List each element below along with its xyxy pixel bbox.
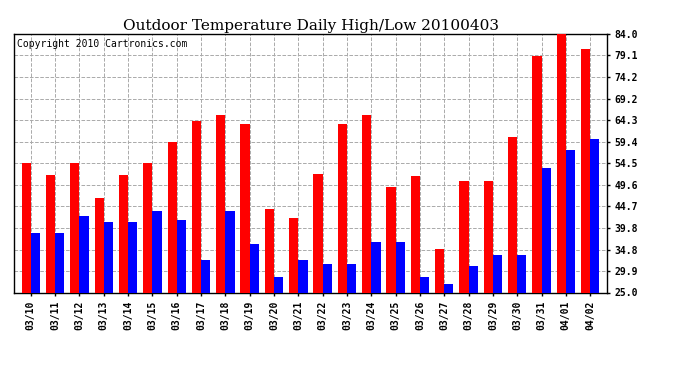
Bar [566, 150, 575, 292]
Bar [444, 284, 453, 292]
Bar [518, 255, 526, 292]
Bar [21, 163, 31, 292]
Bar [152, 211, 161, 292]
Bar [493, 255, 502, 292]
Title: Outdoor Temperature Daily High/Low 20100403: Outdoor Temperature Daily High/Low 20100… [123, 19, 498, 33]
Bar [590, 139, 600, 292]
Bar [313, 174, 323, 292]
Bar [435, 249, 444, 292]
Bar [508, 137, 518, 292]
Bar [104, 222, 113, 292]
Bar [557, 29, 566, 292]
Bar [289, 218, 298, 292]
Bar [371, 242, 381, 292]
Bar [95, 198, 103, 292]
Bar [386, 187, 395, 292]
Bar [216, 115, 226, 292]
Bar [581, 49, 590, 292]
Bar [144, 163, 152, 292]
Bar [542, 168, 551, 292]
Bar [201, 260, 210, 292]
Bar [192, 122, 201, 292]
Bar [362, 115, 371, 292]
Text: Copyright 2010 Cartronics.com: Copyright 2010 Cartronics.com [17, 39, 187, 49]
Bar [226, 211, 235, 292]
Bar [250, 244, 259, 292]
Bar [46, 175, 55, 292]
Bar [323, 264, 332, 292]
Bar [265, 209, 274, 292]
Bar [420, 277, 429, 292]
Bar [298, 260, 308, 292]
Bar [79, 216, 89, 292]
Bar [119, 175, 128, 292]
Bar [347, 264, 356, 292]
Bar [240, 124, 250, 292]
Bar [460, 181, 469, 292]
Bar [55, 233, 64, 292]
Bar [168, 142, 177, 292]
Bar [70, 163, 79, 292]
Bar [484, 181, 493, 292]
Bar [395, 242, 405, 292]
Bar [337, 124, 347, 292]
Bar [274, 277, 284, 292]
Bar [469, 266, 477, 292]
Bar [532, 56, 542, 292]
Bar [177, 220, 186, 292]
Bar [128, 222, 137, 292]
Bar [31, 233, 40, 292]
Bar [411, 176, 420, 292]
